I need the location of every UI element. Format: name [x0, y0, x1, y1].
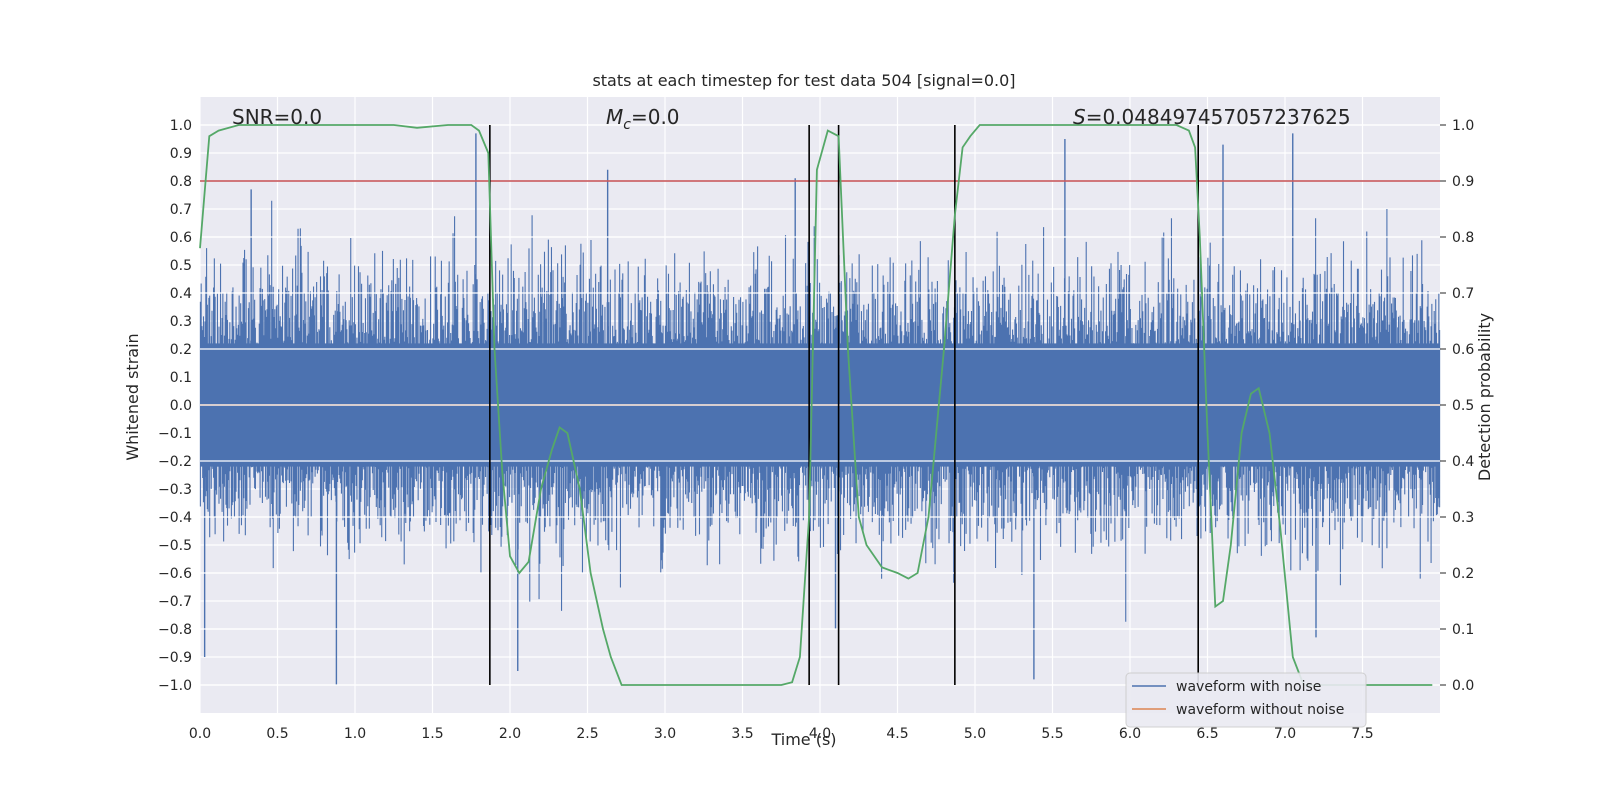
right-y-axis-label: Detection probability [1475, 313, 1494, 481]
chirp-mass-value: =0.0 [631, 105, 680, 129]
left-y-tick-label: 0.9 [170, 146, 192, 162]
right-y-tick-label: 0.2 [1452, 566, 1474, 582]
left-y-tick-label: 0.6 [170, 230, 192, 246]
x-tick-label: 6.5 [1196, 726, 1218, 742]
legend-label-clean: waveform without noise [1176, 702, 1344, 718]
legend-label-noise: waveform with noise [1176, 679, 1321, 695]
score-value: =0.048497457057237625 [1086, 105, 1351, 129]
left-y-tick-label: −1.0 [158, 678, 192, 694]
left-y-tick-label: 0.2 [170, 342, 192, 358]
score-symbol: S [1073, 105, 1086, 129]
right-y-tick-label: 1.0 [1452, 118, 1474, 134]
left-y-tick-label: 0.7 [170, 202, 192, 218]
right-y-tick-label: 0.1 [1452, 622, 1474, 638]
right-y-tick-label: 0.3 [1452, 510, 1474, 526]
chirp-mass-symbol: M [606, 105, 623, 129]
left-y-tick-label: 0.4 [170, 286, 192, 302]
left-y-tick-label: 0.0 [170, 398, 192, 414]
x-tick-label: 6.0 [1119, 726, 1141, 742]
right-y-tick-label: 0.0 [1452, 678, 1474, 694]
right-y-tick-label: 0.9 [1452, 174, 1474, 190]
x-tick-label: 2.0 [499, 726, 521, 742]
left-y-tick-label: −0.6 [158, 566, 192, 582]
x-tick-label: 3.5 [731, 726, 753, 742]
x-tick-label: 4.0 [809, 726, 831, 742]
right-y-tick-label: 0.5 [1452, 398, 1474, 414]
left-y-axis-ticks: 1.0 0.9 0.8 0.7 0.6 0.5 0.4 0.3 0.2 0.1 0.0 −0.1 −0.… [158, 118, 192, 694]
left-y-tick-label: −0.1 [158, 426, 192, 442]
x-tick-label: 3.0 [654, 726, 676, 742]
left-y-tick-label: −0.8 [158, 622, 192, 638]
legend: waveform with noise waveform without noi… [1125, 672, 1367, 728]
right-y-axis-ticks: 1.0 0.9 0.8 0.7 0.6 0.5 0.4 0.3 0.2 0.1 0.0 [1440, 118, 1474, 694]
x-tick-label: 7.5 [1351, 726, 1373, 742]
score-annotation: S=0.048497457057237625 [1073, 105, 1351, 129]
legend-box [1125, 672, 1367, 728]
x-tick-label: 0.0 [189, 726, 211, 742]
x-tick-label: 1.5 [421, 726, 443, 742]
left-y-tick-label: −0.3 [158, 482, 192, 498]
right-y-tick-label: 0.8 [1452, 230, 1474, 246]
x-tick-label: 4.5 [886, 726, 908, 742]
chart-title: stats at each timestep for test data 504… [592, 71, 1015, 90]
left-y-tick-label: 0.1 [170, 370, 192, 386]
x-axis-ticks: 0.0 0.5 1.0 1.5 2.0 2.5 3.0 3.5 4.0 4.5 5.0 5.5 6.0 6… [189, 726, 1374, 742]
right-y-tick-label: 0.6 [1452, 342, 1474, 358]
left-y-tick-label: −0.2 [158, 454, 192, 470]
left-y-tick-label: 0.3 [170, 314, 192, 330]
left-y-tick-label: −0.4 [158, 510, 192, 526]
x-tick-label: 0.5 [266, 726, 288, 742]
x-tick-label: 1.0 [344, 726, 366, 742]
x-tick-label: 5.5 [1041, 726, 1063, 742]
left-y-tick-label: −0.5 [158, 538, 192, 554]
snr-annotation: SNR=0.0 [232, 105, 322, 129]
chirp-mass-subscript: c [623, 117, 631, 133]
x-tick-label: 7.0 [1274, 726, 1296, 742]
left-y-tick-label: 0.5 [170, 258, 192, 274]
detection-probability-line [199, 124, 1433, 686]
x-tick-label: 5.0 [964, 726, 986, 742]
x-tick-label: 2.5 [576, 726, 598, 742]
left-y-tick-label: −0.7 [158, 594, 192, 610]
right-y-tick-label: 0.7 [1452, 286, 1474, 302]
left-y-axis-label: Whitened strain [123, 333, 142, 460]
right-y-tick-label: 0.4 [1452, 454, 1474, 470]
x-axis-label: Time (s) [770, 730, 836, 749]
chirp-mass-annotation: Mc=0.0 [606, 105, 680, 133]
left-y-tick-label: 0.8 [170, 174, 192, 190]
left-y-tick-label: −0.9 [158, 650, 192, 666]
left-y-tick-label: 1.0 [170, 118, 192, 134]
